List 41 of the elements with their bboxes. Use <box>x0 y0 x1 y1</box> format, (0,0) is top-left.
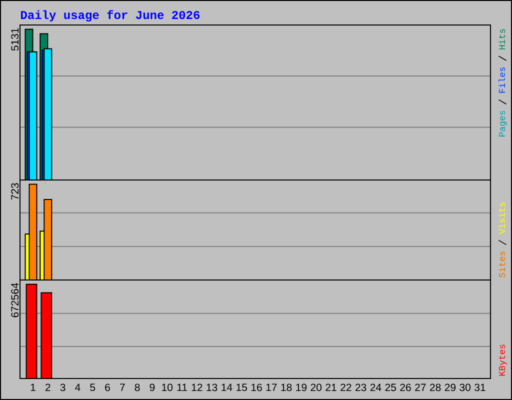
legend-label: Sites <box>498 252 506 278</box>
x-tick-label: 30 <box>460 384 471 392</box>
x-tick-label: 21 <box>326 384 336 392</box>
x-tick-label: 14 <box>222 384 232 391</box>
x-tick-label: 5 <box>90 384 96 392</box>
x-tick-label: 16 <box>251 384 262 392</box>
x-tick-label: 13 <box>206 384 218 392</box>
text: 723 <box>11 183 19 200</box>
text: 5131 <box>11 28 19 51</box>
legend-label: Files <box>498 67 506 93</box>
x-tick-label: 2 <box>46 384 50 392</box>
x-tick-label: 10 <box>162 384 173 392</box>
legend-label: Pages <box>499 110 507 136</box>
x-tick-label: 11 <box>177 384 187 391</box>
x-tick-label: 19 <box>296 384 307 392</box>
x-tick-label: 3 <box>60 384 66 392</box>
x-tick-label: 18 <box>281 384 292 392</box>
x-tick-label: 20 <box>310 384 322 392</box>
chart-title: Daily usage for June 2026 <box>20 10 200 22</box>
x-tick-label: 6 <box>105 384 110 392</box>
x-tick-label: 29 <box>444 384 456 392</box>
x-tick-label: 31 <box>474 384 486 392</box>
x-tick-label: 23 <box>355 384 366 392</box>
x-tick-label: 22 <box>340 384 352 392</box>
x-tick-label: 27 <box>415 384 426 392</box>
x-tick-label: 25 <box>385 384 396 392</box>
text: Visits <box>498 202 506 234</box>
x-tick-label: 12 <box>192 384 202 392</box>
x-tick-label: 15 <box>236 384 248 392</box>
x-tick-label: 17 <box>266 384 277 391</box>
x-tick-label: 9 <box>150 384 155 392</box>
x-tick-label: 8 <box>134 384 140 392</box>
x-tick-label: 4 <box>75 384 80 391</box>
x-tick-label: 7 <box>120 384 125 391</box>
x-tick-label: 26 <box>400 384 411 392</box>
x-tick-label: 24 <box>370 384 382 392</box>
x-tick-label: 28 <box>430 384 441 392</box>
text: Hits <box>498 29 506 50</box>
x-tick-label: 1 <box>30 384 36 391</box>
text: KBytes <box>499 344 507 376</box>
text: 672564 <box>11 283 19 318</box>
